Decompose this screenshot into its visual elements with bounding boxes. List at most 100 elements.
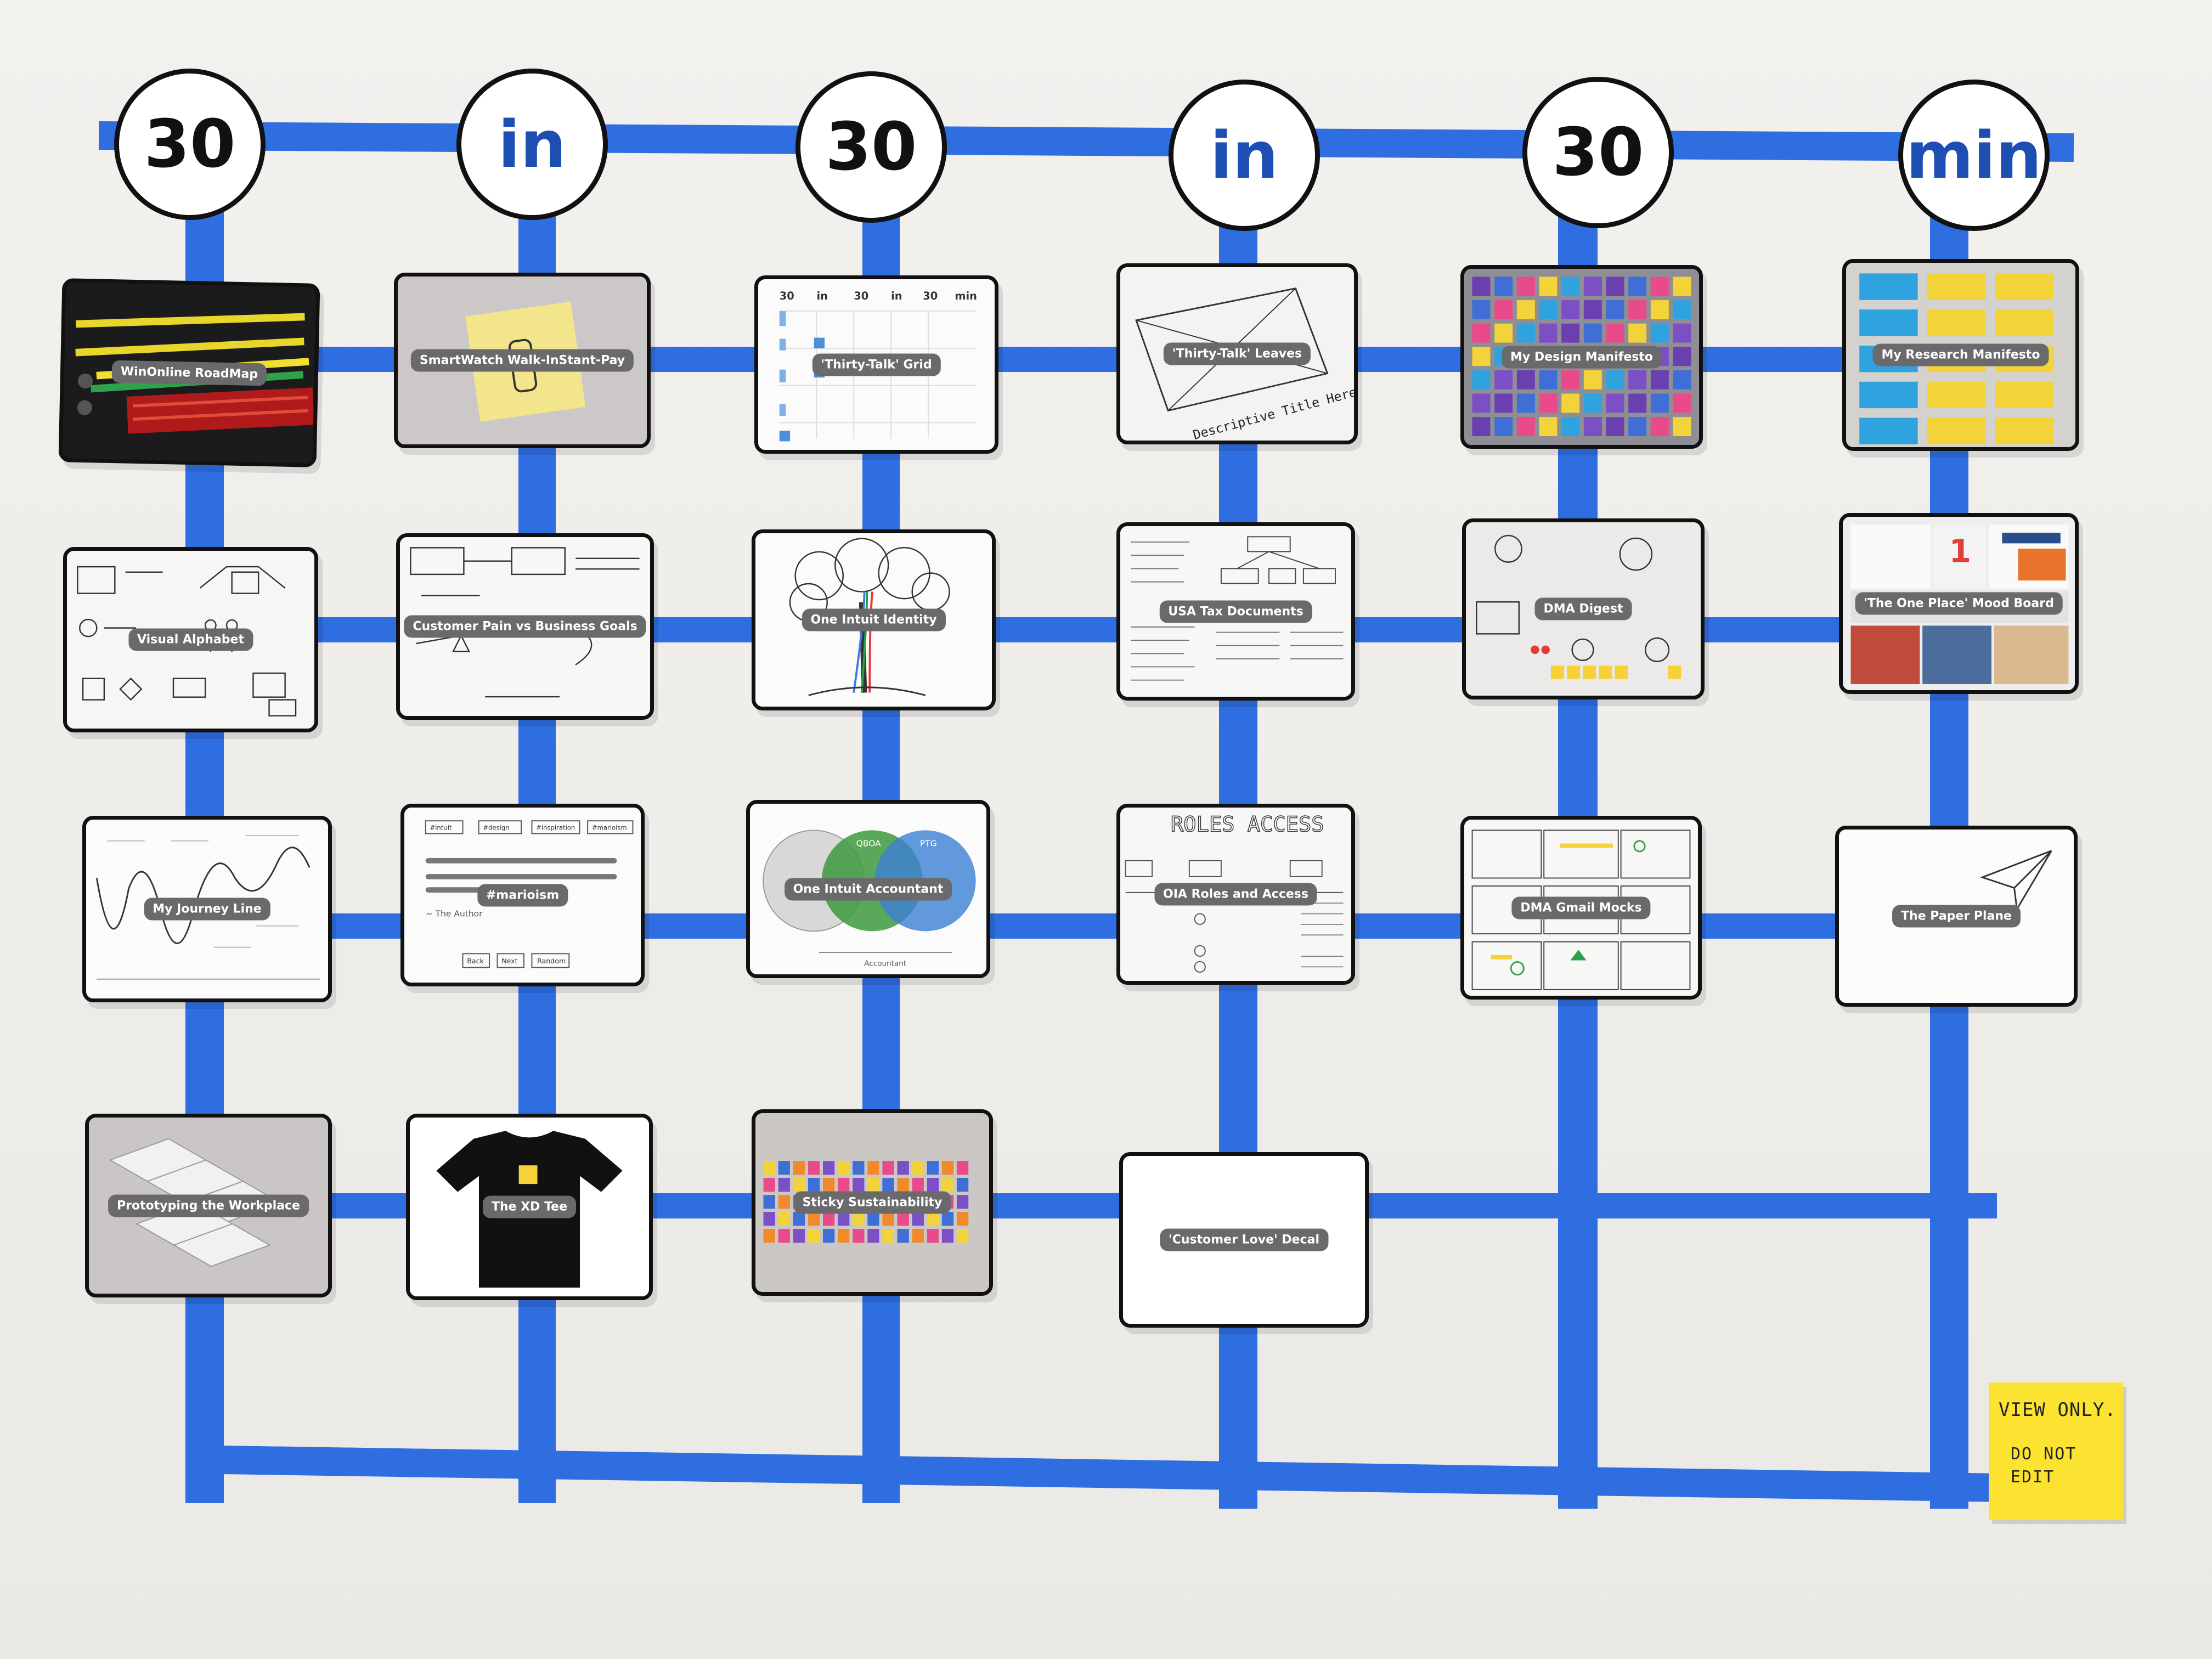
card-title: #marioism: [477, 884, 568, 906]
sticky-square: [956, 1212, 969, 1226]
sticky-square: [1995, 309, 2054, 336]
sticky-square: [778, 1178, 790, 1192]
sticky-square: [1561, 323, 1580, 343]
header-circle-4: in: [1169, 80, 1320, 231]
sticky-square: [1472, 370, 1491, 390]
venn-label-accountant: Accountant: [864, 959, 906, 968]
card-title: 'Thirty-Talk' Grid: [812, 353, 941, 376]
card-title: 'Thirty-Talk' Leaves: [1163, 342, 1311, 365]
card-xd-tee[interactable]: The XD Tee: [406, 1114, 653, 1300]
header-circle-5-text: 30: [1552, 114, 1644, 191]
sticky-square: [1650, 300, 1669, 319]
card-visual-alphabet[interactable]: Visual Alphabet: [63, 547, 318, 732]
sticky-square: [1995, 381, 2054, 409]
card-title: DMA Digest: [1534, 597, 1632, 620]
sticky-square: [1628, 300, 1647, 319]
card-title: My Research Manifesto: [1872, 343, 2049, 366]
sticky-square: [1516, 370, 1535, 390]
sticky-square: [1472, 300, 1491, 319]
sticky-square: [853, 1229, 865, 1243]
header-circle-6-text: min: [1906, 117, 2042, 193]
sticky-square: [1561, 370, 1580, 390]
card-thirty-talk-grid[interactable]: 30 in 30 in 30 min 'Thirty-Talk' Grid: [754, 275, 998, 454]
sticky-square: [1650, 370, 1669, 390]
sticky-square: [1561, 276, 1580, 296]
card-one-intuit-accountant[interactable]: QBOA PTG Accountant One Intuit Accountan…: [746, 800, 990, 978]
card-title: SmartWatch Walk-InStant-Pay: [410, 349, 634, 372]
card-oia-roles-access[interactable]: ROLES ACCESS OIA Roles and Access: [1116, 804, 1355, 985]
card-title: 'The One Place' Mood Board: [1855, 592, 2063, 615]
sticky-square: [763, 1212, 775, 1226]
sticky-square: [1561, 393, 1580, 413]
card-thirty-talk-leaves[interactable]: Descriptive Title Here 'Thirty-Talk' Lea…: [1116, 263, 1358, 444]
card-dma-digest[interactable]: DMA Digest: [1462, 518, 1705, 699]
card-title: Visual Alphabet: [128, 628, 253, 651]
sticky-square: [941, 1212, 954, 1226]
note-line-2: DO NOT: [2011, 1444, 2077, 1464]
svg-text:1: 1: [1949, 532, 1971, 569]
sticky-square: [1628, 276, 1647, 296]
card-usa-tax-documents[interactable]: USA Tax Documents: [1116, 522, 1355, 701]
sticky-square: [1583, 323, 1602, 343]
header-circle-5: 30: [1522, 77, 1674, 228]
sticky-square: [867, 1161, 879, 1175]
sticky-square: [1628, 393, 1647, 413]
card-winonline-roadmap[interactable]: WinOnline RoadMap: [58, 278, 320, 467]
sticky-square: [1472, 417, 1491, 437]
sticky-square: [1539, 276, 1558, 296]
sticky-square: [897, 1212, 909, 1226]
sticky-square: [778, 1229, 790, 1243]
grid-thumbnail: 30 in 30 in 30 min: [758, 279, 995, 450]
sticky-square: [882, 1229, 894, 1243]
card-smartwatch-pay[interactable]: SmartWatch Walk-InStant-Pay: [394, 273, 651, 448]
sticky-square: [912, 1212, 924, 1226]
sticky-square: [1516, 276, 1535, 296]
sticky-square: [808, 1161, 820, 1175]
header-circle-2: in: [456, 69, 608, 220]
card-customer-love-decal[interactable]: 'Customer Love' Decal: [1119, 1152, 1369, 1328]
sticky-square: [1539, 393, 1558, 413]
marioism-author: ~ The Author: [426, 909, 483, 919]
card-research-manifesto[interactable]: My Research Manifesto: [1842, 259, 2079, 451]
sticky-square: [927, 1178, 939, 1192]
card-paper-plane[interactable]: The Paper Plane: [1835, 826, 2078, 1007]
card-design-manifesto[interactable]: My Design Manifesto: [1460, 265, 1703, 449]
grid-header-1: 30: [780, 290, 794, 302]
sticky-square: [808, 1229, 820, 1243]
sticky-square: [1606, 417, 1624, 437]
sticky-square: [1628, 323, 1647, 343]
sticky-square: [1583, 370, 1602, 390]
note-line-2-3: DO NOT EDIT: [2011, 1443, 2076, 1489]
sticky-square: [882, 1178, 894, 1192]
sticky-square: [1927, 309, 1986, 336]
sticky-square: [897, 1178, 909, 1192]
sticky-square: [867, 1212, 879, 1226]
card-customer-pain[interactable]: Customer Pain vs Business Goals: [396, 533, 654, 720]
sticky-square: [838, 1161, 850, 1175]
sticky-square: [1561, 417, 1580, 437]
venn-label-ptg: PTG: [920, 838, 937, 848]
sticky-square: [941, 1161, 954, 1175]
card-dma-gmail-mocks[interactable]: DMA Gmail Mocks: [1460, 816, 1702, 1000]
card-prototyping-workplace[interactable]: Prototyping the Workplace: [85, 1114, 332, 1297]
card-one-place-mood-board[interactable]: 1 'The One Place' Mood Board: [1839, 513, 2079, 694]
card-one-intuit-identity[interactable]: One Intuit Identity: [752, 529, 996, 710]
sticky-square: [793, 1178, 805, 1192]
card-journey-line[interactable]: My Journey Line: [82, 816, 332, 1002]
header-circle-4-text: in: [1210, 117, 1279, 193]
sticky-square: [1494, 323, 1513, 343]
card-sticky-sustainability[interactable]: Sticky Sustainability: [752, 1109, 993, 1296]
sticky-square: [1494, 300, 1513, 319]
sticky-square: [897, 1161, 909, 1175]
sticky-square: [838, 1178, 850, 1192]
card-marioism[interactable]: #intuit #design #inspiration #marioism ~…: [400, 804, 645, 986]
tax-docs-thumbnail: [1120, 526, 1351, 697]
sticky-square: [778, 1161, 790, 1175]
view-only-sticky-note: VIEW ONLY. DO NOT EDIT: [1989, 1383, 2123, 1520]
card-title: My Design Manifesto: [1502, 346, 1662, 368]
marioism-tag-3: #inspiration: [536, 824, 575, 832]
sticky-square: [1606, 323, 1624, 343]
sticky-square: [1995, 417, 2054, 444]
sticky-square: [1673, 347, 1691, 366]
